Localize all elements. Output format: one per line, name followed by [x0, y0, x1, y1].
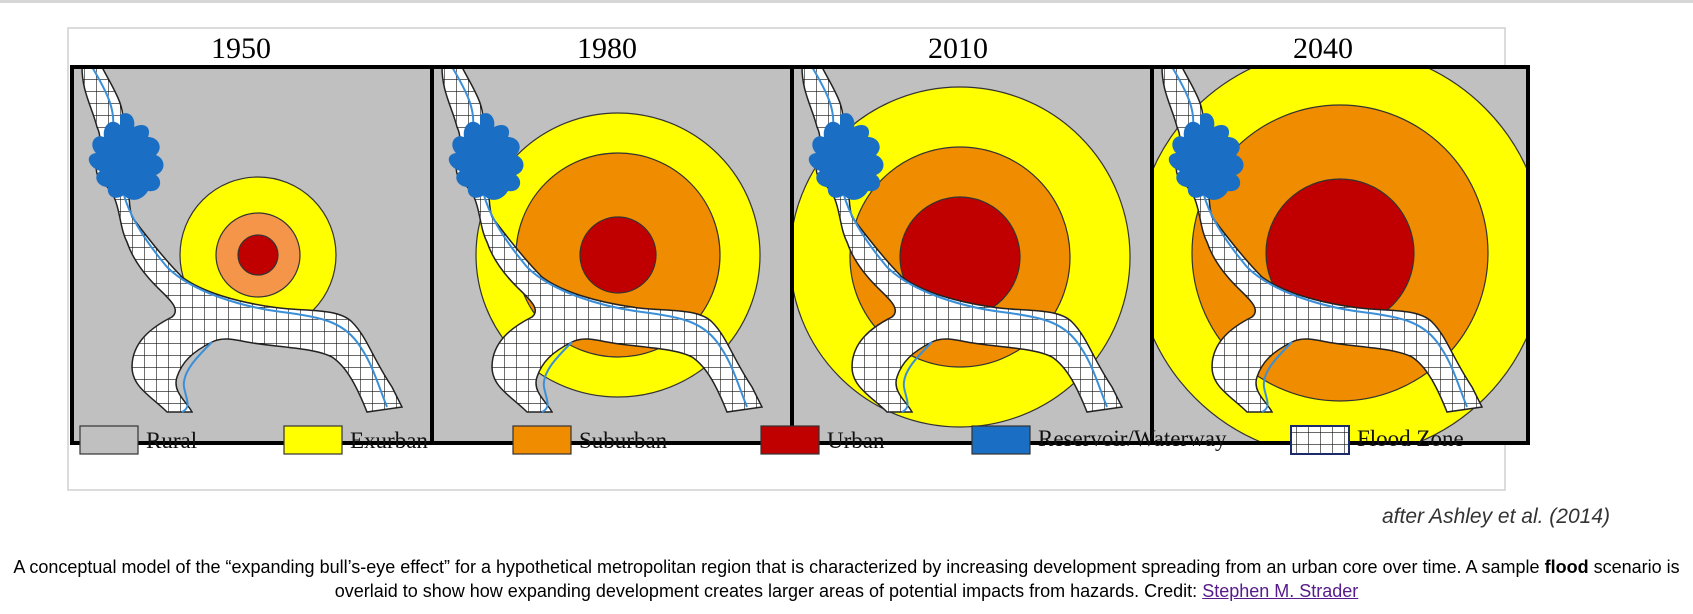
legend-item-exurban: Exurban: [283, 425, 428, 455]
figure-credit: after Ashley et al. (2014): [1381, 505, 1610, 528]
legend-swatch-exurban: [283, 425, 343, 455]
legend-item-reservoir: Reservoir/Waterway: [971, 425, 1227, 455]
legend-item-rural: Rural: [79, 425, 197, 455]
legend-swatch-reservoir: [971, 425, 1031, 455]
legend-swatch-suburban: [512, 425, 572, 455]
legend-swatch-rural: [79, 425, 139, 455]
figure-caption: A conceptual model of the “expanding bul…: [0, 555, 1693, 603]
caption-text-1: A conceptual model of the “expanding bul…: [13, 557, 1540, 577]
legend: Rural Exurban Suburban Urban Reservoir/W…: [79, 425, 1464, 455]
legend-swatch-urban: [760, 425, 820, 455]
legend-item-urban: Urban: [760, 425, 885, 455]
legend-item-flood-zone: Flood Zone: [1290, 425, 1464, 455]
year-label-2040: 2040: [1293, 32, 1353, 65]
caption-text-2: scenario is overlaid to show how expandi…: [334, 557, 1680, 601]
legend-swatch-flood-zone: [1290, 425, 1350, 455]
legend-label-reservoir: Reservoir/Waterway: [1038, 426, 1227, 451]
panel-1980: [430, 65, 810, 445]
top-divider: [0, 0, 1693, 3]
panel-1950: [70, 65, 450, 445]
panel-2040: [1150, 65, 1530, 445]
year-label-2010: 2010: [928, 32, 988, 65]
year-label-1980: 1980: [577, 32, 637, 65]
legend-label-urban: Urban: [827, 428, 885, 453]
credit-link[interactable]: Stephen M. Strader: [1202, 581, 1359, 601]
legend-label-rural: Rural: [146, 428, 197, 453]
legend-label-exurban: Exurban: [350, 428, 428, 453]
legend-label-flood-zone: Flood Zone: [1357, 426, 1464, 451]
legend-item-suburban: Suburban: [512, 425, 668, 455]
caption-bold-word: flood: [1544, 557, 1589, 577]
panel-2010: [790, 65, 1170, 445]
year-label-1950: 1950: [211, 32, 271, 65]
bullseye-figure: 1950 1980 2010 2040 Rural Exurban Suburb…: [67, 27, 1530, 491]
legend-label-suburban: Suburban: [579, 428, 668, 453]
